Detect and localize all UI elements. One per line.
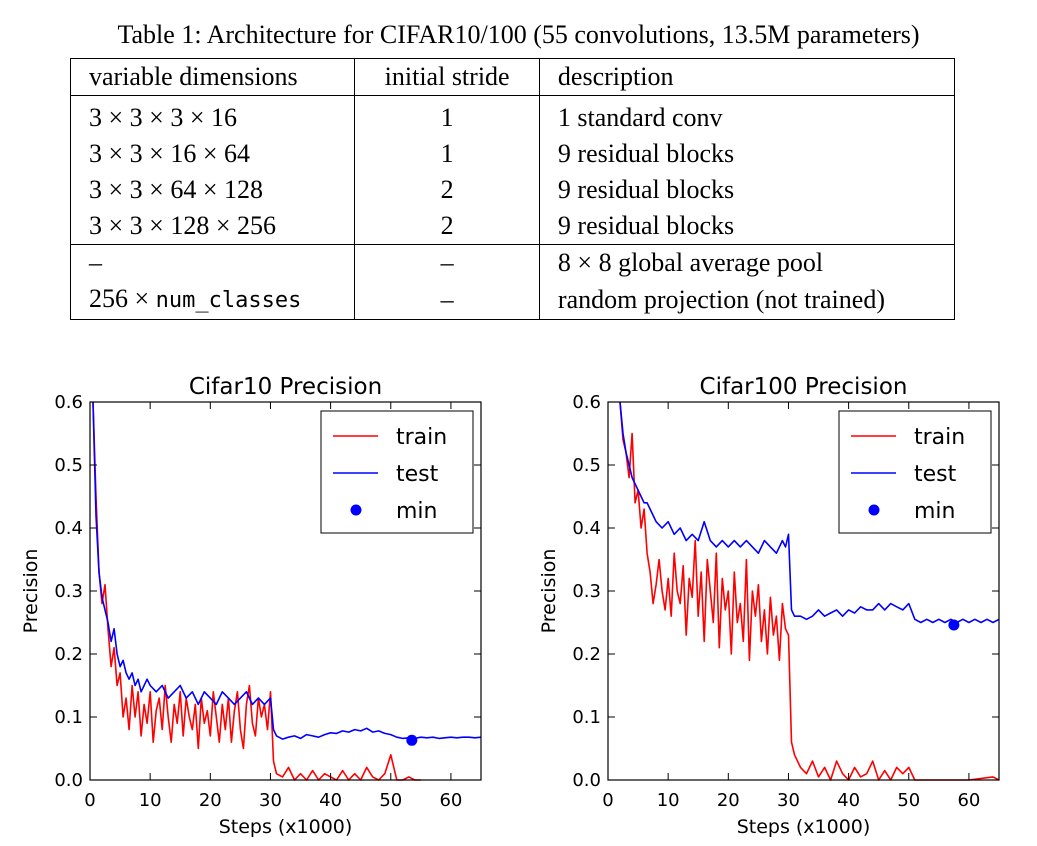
cifar100-y-tick-label: 0.2 bbox=[572, 644, 601, 665]
cifar10-series-min-point bbox=[406, 734, 418, 746]
cifar100-legend-min-swatch bbox=[868, 504, 880, 516]
cell-stride: – bbox=[354, 281, 540, 320]
cell-stride: 1 bbox=[354, 95, 540, 136]
cifar100-y-tick-label: 0.6 bbox=[572, 392, 601, 413]
cifar100-y-tick-label: 0.4 bbox=[572, 518, 601, 539]
cifar100-legend-test-label: test bbox=[914, 462, 957, 487]
cifar10-y-tick-label: 0.1 bbox=[54, 707, 83, 728]
architecture-table: variable dimensions initial stride descr… bbox=[69, 58, 956, 320]
cifar10-x-tick-label: 50 bbox=[379, 790, 402, 811]
cifar10-y-tick-label: 0.6 bbox=[54, 392, 83, 413]
cell-description: 1 standard conv bbox=[538, 95, 956, 136]
cell-stride: – bbox=[354, 244, 540, 281]
table-caption: Table 1: Architecture for CIFAR10/100 (5… bbox=[117, 20, 920, 49]
cifar100-x-axis-label: Steps (x1000) bbox=[737, 816, 871, 838]
cifar100-series-test-line bbox=[619, 401, 1000, 624]
cifar10-series-test-line bbox=[92, 401, 482, 740]
cell-description: 8 × 8 global average pool bbox=[538, 244, 956, 281]
cifar100-y-axis-label: Precision bbox=[538, 549, 560, 634]
cifar10-y-tick-label: 0.3 bbox=[54, 581, 83, 602]
cifar10-y-tick-label: 0.5 bbox=[54, 455, 83, 476]
cifar10-x-tick-label: 60 bbox=[439, 790, 462, 811]
cell-dimensions-prefix: 256 × bbox=[89, 284, 156, 313]
cifar10-x-tick-label: 40 bbox=[319, 790, 342, 811]
cifar10-legend-min-swatch bbox=[350, 504, 362, 516]
cell-stride: 2 bbox=[354, 172, 540, 208]
cell-dimensions: – bbox=[69, 244, 356, 281]
cifar10-y-tick-label: 0.4 bbox=[54, 518, 83, 539]
cell-stride: 1 bbox=[354, 136, 540, 172]
table-row: 3 × 3 × 3 × 16 1 1 standard conv bbox=[69, 95, 956, 136]
cifar10-legend-train-label: train bbox=[396, 425, 447, 450]
cifar100-precision-chart: Cifar100 Precision Steps (x1000) Precision… bbox=[538, 374, 1000, 838]
cell-dimensions: 3 × 3 × 3 × 16 bbox=[69, 95, 356, 136]
cifar100-x-tick-label: 60 bbox=[957, 790, 980, 811]
cifar100-x-tick-label: 40 bbox=[837, 790, 860, 811]
cell-dimensions: 3 × 3 × 64 × 128 bbox=[69, 172, 356, 208]
cifar10-chart-title: Cifar10 Precision bbox=[189, 374, 382, 400]
cifar100-legend-min-label: min bbox=[914, 499, 956, 524]
cell-dimensions: 3 × 3 × 16 × 64 bbox=[69, 136, 356, 172]
cifar100-x-tick-label: 50 bbox=[897, 790, 920, 811]
table-row: 256 × num_classes – random projection (n… bbox=[69, 281, 956, 320]
cell-stride: 2 bbox=[354, 208, 540, 245]
cifar100-y-tick-label: 0.1 bbox=[572, 707, 601, 728]
cifar10-legend-min-label: min bbox=[396, 499, 438, 524]
header-initial-stride: initial stride bbox=[354, 58, 540, 96]
cifar10-x-tick-label: 30 bbox=[259, 790, 282, 811]
cifar10-legend-box bbox=[320, 410, 474, 534]
cifar100-y-tick-label: 0.0 bbox=[572, 770, 601, 791]
cifar10-y-tick-label: 0.0 bbox=[54, 770, 83, 791]
cifar10-y-axis-label: Precision bbox=[20, 549, 42, 634]
table-row: 3 × 3 × 16 × 64 1 9 residual blocks bbox=[69, 136, 956, 172]
table-header-row: variable dimensions initial stride descr… bbox=[69, 58, 956, 96]
cifar100-legend-box bbox=[838, 410, 992, 534]
cell-dimensions: 256 × num_classes bbox=[69, 281, 356, 320]
cifar10-x-tick-label: 0 bbox=[84, 790, 95, 811]
cell-description: 9 residual blocks bbox=[538, 136, 956, 172]
cifar100-y-tick-label: 0.3 bbox=[572, 581, 601, 602]
cifar10-x-tick-label: 10 bbox=[139, 790, 162, 811]
cifar100-x-tick-label: 10 bbox=[657, 790, 680, 811]
cifar10-legend-test-label: test bbox=[396, 462, 439, 487]
cifar100-y-tick-label: 0.5 bbox=[572, 455, 601, 476]
cifar10-y-tick-label: 0.2 bbox=[54, 644, 83, 665]
cifar100-series-train-line bbox=[619, 401, 1000, 781]
cifar100-series-min-point bbox=[948, 619, 960, 631]
cifar100-plot-area bbox=[619, 401, 1000, 781]
table-row: 3 × 3 × 64 × 128 2 9 residual blocks bbox=[69, 172, 956, 208]
cifar100-chart-title: Cifar100 Precision bbox=[700, 374, 908, 400]
table-row: – – 8 × 8 global average pool bbox=[69, 244, 956, 281]
header-description: description bbox=[538, 58, 956, 96]
cifar100-x-tick-label: 0 bbox=[602, 790, 613, 811]
table-row: 3 × 3 × 128 × 256 2 9 residual blocks bbox=[69, 208, 956, 245]
cell-description: 9 residual blocks bbox=[538, 208, 956, 245]
cell-description: 9 residual blocks bbox=[538, 172, 956, 208]
cifar10-x-tick-label: 20 bbox=[199, 790, 222, 811]
cifar100-legend-train-label: train bbox=[914, 425, 965, 450]
cell-dimensions: 3 × 3 × 128 × 256 bbox=[69, 208, 356, 245]
cifar10-x-axis-label: Steps (x1000) bbox=[219, 816, 353, 838]
cell-description: random projection (not trained) bbox=[538, 281, 956, 320]
header-variable-dimensions: variable dimensions bbox=[69, 58, 356, 96]
cifar100-x-tick-label: 30 bbox=[777, 790, 800, 811]
num-classes-code: num_classes bbox=[155, 288, 302, 313]
cifar100-x-tick-label: 20 bbox=[717, 790, 740, 811]
cifar10-precision-chart: Cifar10 Precision Steps (x1000) Precision 0… bbox=[20, 374, 482, 838]
